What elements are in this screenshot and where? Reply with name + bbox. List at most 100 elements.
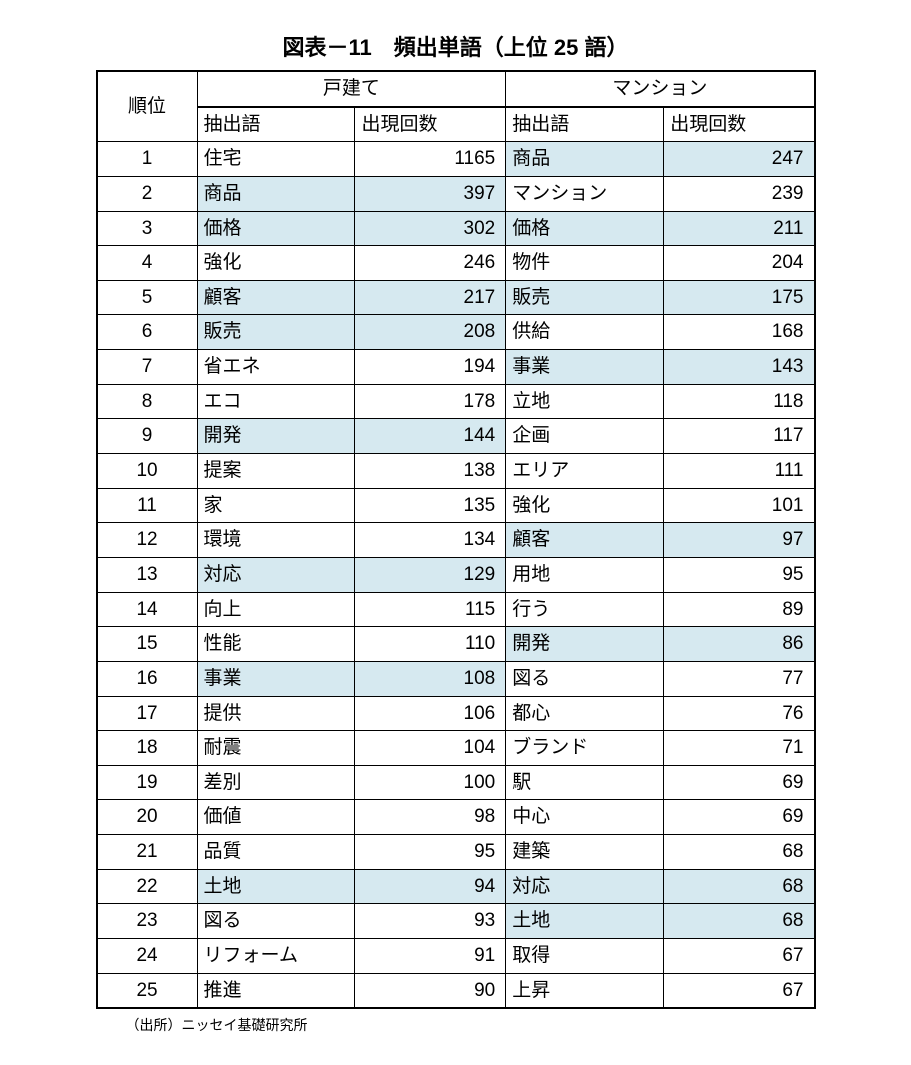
g2-count-cell: 69 [664,765,815,800]
rank-cell: 25 [97,973,198,1008]
rank-cell: 9 [97,419,198,454]
g1-count-cell: 95 [355,835,506,870]
table-row: 5顧客217販売175 [97,280,815,315]
table-row: 17提供106都心76 [97,696,815,731]
g1-count-cell: 115 [355,592,506,627]
rank-cell: 17 [97,696,198,731]
g2-word-cell: 土地 [506,904,664,939]
table-row: 25推進90上昇67 [97,973,815,1008]
table-row: 2商品397マンション239 [97,176,815,211]
g2-count-cell: 68 [664,835,815,870]
table-row: 23図る93土地68 [97,904,815,939]
g2-word-cell: マンション [506,176,664,211]
table-row: 13対応129用地95 [97,557,815,592]
g2-word-cell: 取得 [506,939,664,974]
g1-word-cell: 販売 [197,315,355,350]
rank-cell: 21 [97,835,198,870]
g1-count-cell: 217 [355,280,506,315]
table-row: 21品質95建築68 [97,835,815,870]
col-rank-header: 順位 [97,71,198,142]
g1-count-cell: 397 [355,176,506,211]
col-count-header-1: 出現回数 [355,107,506,142]
g1-word-cell: 品質 [197,835,355,870]
g2-word-cell: 立地 [506,384,664,419]
g1-word-cell: 価値 [197,800,355,835]
g2-count-cell: 101 [664,488,815,523]
g2-word-cell: 図る [506,661,664,696]
g2-count-cell: 117 [664,419,815,454]
g2-count-cell: 69 [664,800,815,835]
g2-count-cell: 97 [664,523,815,558]
rank-cell: 4 [97,246,198,281]
g1-word-cell: 提供 [197,696,355,731]
rank-cell: 13 [97,557,198,592]
g2-count-cell: 247 [664,142,815,177]
g1-count-cell: 178 [355,384,506,419]
g1-count-cell: 90 [355,973,506,1008]
g2-word-cell: 上昇 [506,973,664,1008]
g2-word-cell: 事業 [506,350,664,385]
g2-count-cell: 204 [664,246,815,281]
col-count-header-2: 出現回数 [664,107,815,142]
g2-count-cell: 77 [664,661,815,696]
g2-word-cell: 商品 [506,142,664,177]
g1-word-cell: 価格 [197,211,355,246]
g2-word-cell: 物件 [506,246,664,281]
g1-count-cell: 246 [355,246,506,281]
table-row: 3価格302価格211 [97,211,815,246]
g1-count-cell: 94 [355,869,506,904]
g1-word-cell: リフォーム [197,939,355,974]
g1-word-cell: 提案 [197,454,355,489]
col-word-header-1: 抽出語 [197,107,355,142]
g2-count-cell: 71 [664,731,815,766]
col-word-header-2: 抽出語 [506,107,664,142]
g1-word-cell: 商品 [197,176,355,211]
g2-word-cell: 建築 [506,835,664,870]
g1-word-cell: 家 [197,488,355,523]
table-row: 12環境134顧客97 [97,523,815,558]
table-row: 16事業108図る77 [97,661,815,696]
rank-cell: 12 [97,523,198,558]
g1-word-cell: エコ [197,384,355,419]
frequency-table: 順位 戸建て マンション 抽出語 出現回数 抽出語 出現回数 1住宅1165商品… [96,70,816,1009]
g1-word-cell: 推進 [197,973,355,1008]
g2-count-cell: 68 [664,869,815,904]
g2-word-cell: 価格 [506,211,664,246]
g1-count-cell: 106 [355,696,506,731]
g1-word-cell: 図る [197,904,355,939]
g1-count-cell: 129 [355,557,506,592]
table-row: 4強化246物件204 [97,246,815,281]
table-row: 24リフォーム91取得67 [97,939,815,974]
g1-word-cell: 向上 [197,592,355,627]
g2-count-cell: 67 [664,939,815,974]
g2-word-cell: エリア [506,454,664,489]
g2-count-cell: 76 [664,696,815,731]
g2-word-cell: 駅 [506,765,664,800]
rank-cell: 20 [97,800,198,835]
g1-word-cell: 開発 [197,419,355,454]
g2-count-cell: 118 [664,384,815,419]
g1-word-cell: 事業 [197,661,355,696]
g2-count-cell: 239 [664,176,815,211]
g1-word-cell: 差別 [197,765,355,800]
g2-count-cell: 86 [664,627,815,662]
g1-word-cell: 強化 [197,246,355,281]
g2-count-cell: 67 [664,973,815,1008]
g1-word-cell: 住宅 [197,142,355,177]
g1-count-cell: 144 [355,419,506,454]
g1-count-cell: 1165 [355,142,506,177]
g2-count-cell: 89 [664,592,815,627]
rank-cell: 23 [97,904,198,939]
g2-count-cell: 168 [664,315,815,350]
rank-cell: 5 [97,280,198,315]
rank-cell: 19 [97,765,198,800]
rank-cell: 16 [97,661,198,696]
g2-word-cell: 中心 [506,800,664,835]
g1-word-cell: 省エネ [197,350,355,385]
table-row: 10提案138エリア111 [97,454,815,489]
g1-count-cell: 110 [355,627,506,662]
g1-count-cell: 194 [355,350,506,385]
table-row: 15性能110開発86 [97,627,815,662]
table-row: 20価値98中心69 [97,800,815,835]
g2-word-cell: ブランド [506,731,664,766]
